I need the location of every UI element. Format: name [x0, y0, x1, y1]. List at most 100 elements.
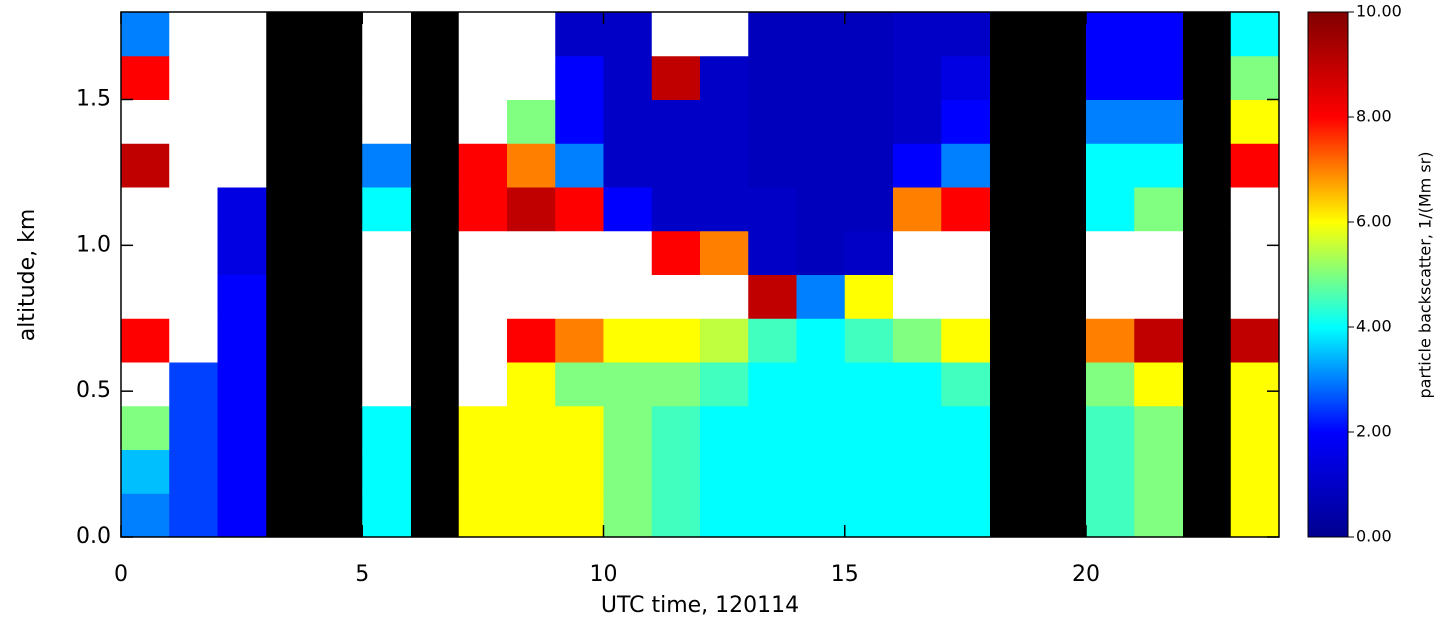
heat-cell	[893, 362, 942, 407]
x-tick-label: 5	[355, 562, 369, 587]
heat-cell	[844, 318, 894, 363]
heat-cell	[700, 493, 749, 538]
heat-cell	[1230, 449, 1280, 494]
heat-cell	[748, 362, 797, 407]
heat-cell	[748, 493, 797, 538]
heat-cell	[1134, 99, 1183, 144]
heat-cell	[844, 12, 894, 57]
colorbar-tick-label: 8.00	[1356, 107, 1392, 126]
heat-cell	[844, 55, 894, 100]
heat-cell	[362, 449, 411, 494]
heat-cell	[796, 405, 846, 450]
heat-cell	[1134, 449, 1183, 494]
heat-cell	[796, 362, 846, 407]
heat-cell	[362, 187, 411, 232]
heat-cell	[507, 318, 556, 363]
heat-cell	[169, 55, 218, 100]
heat-cell	[844, 187, 894, 232]
heat-cell	[796, 55, 846, 100]
heat-cell	[603, 12, 653, 57]
colorbar-tick-label: 2.00	[1356, 422, 1392, 441]
heat-cell	[458, 143, 508, 188]
heat-cell	[1086, 230, 1135, 275]
heat-cell	[893, 55, 942, 100]
heat-cell	[603, 187, 653, 232]
heat-cell	[169, 12, 218, 57]
heat-cell	[362, 274, 411, 319]
heat-cell	[458, 449, 508, 494]
heat-cell	[603, 230, 653, 275]
heat-cell	[603, 99, 653, 144]
heat-cell	[844, 493, 894, 538]
heat-cell	[748, 318, 797, 363]
heat-cell	[700, 405, 749, 450]
heat-cell	[217, 449, 267, 494]
heat-cell	[700, 230, 749, 275]
heat-cell	[796, 12, 846, 57]
heat-cell	[555, 493, 604, 538]
heat-cell	[1086, 449, 1135, 494]
heat-cell	[1086, 143, 1135, 188]
heat-cell	[748, 99, 797, 144]
heat-cell	[1230, 362, 1280, 407]
heat-cell	[1086, 318, 1135, 363]
heat-cell	[169, 99, 218, 144]
heat-cell	[121, 405, 170, 450]
heat-cell	[748, 405, 797, 450]
heat-cell	[507, 449, 556, 494]
heat-cell	[458, 493, 508, 538]
heat-cell	[555, 55, 604, 100]
heat-cell	[217, 362, 267, 407]
heat-cell	[507, 99, 556, 144]
heat-cell	[1134, 493, 1183, 538]
y-tick-label: 0.5	[76, 378, 111, 403]
heat-cell	[700, 362, 749, 407]
heat-cell	[748, 449, 797, 494]
heat-cell	[700, 318, 749, 363]
heat-cell	[217, 493, 267, 538]
heat-cell	[893, 449, 942, 494]
heat-cell	[796, 230, 846, 275]
heat-cell	[555, 274, 604, 319]
heat-cell	[217, 143, 267, 188]
heat-cell	[1134, 318, 1183, 363]
heat-cell	[458, 55, 508, 100]
heat-cell	[651, 12, 701, 57]
heat-cell	[507, 143, 556, 188]
heat-cell	[1086, 362, 1135, 407]
heat-cell	[507, 362, 556, 407]
heat-cell	[748, 55, 797, 100]
heat-cell	[458, 230, 508, 275]
heat-cell	[555, 318, 604, 363]
heat-cell	[844, 449, 894, 494]
heat-cell	[121, 318, 170, 363]
y-axis-title: altitude, km	[15, 209, 40, 342]
heat-cell	[507, 405, 556, 450]
heat-cell	[1086, 99, 1135, 144]
heat-cell	[748, 274, 797, 319]
heat-cell	[941, 493, 990, 538]
x-tick-label: 0	[114, 562, 128, 587]
heat-cell	[121, 449, 170, 494]
heat-cell	[555, 449, 604, 494]
heat-cell	[603, 55, 653, 100]
heat-cell	[121, 274, 170, 319]
colorbar-tick-label: 4.00	[1356, 317, 1392, 336]
heat-cell	[1230, 99, 1280, 144]
heat-cell	[651, 274, 701, 319]
heat-cell	[893, 405, 942, 450]
heat-cell	[844, 99, 894, 144]
heat-cell	[893, 230, 942, 275]
heat-cell	[796, 99, 846, 144]
heat-cell	[700, 55, 749, 100]
heat-cell	[941, 405, 990, 450]
heat-cell	[651, 362, 701, 407]
heat-cell	[651, 405, 701, 450]
heat-cell	[169, 187, 218, 232]
heat-cell	[169, 493, 218, 538]
heat-cell	[217, 99, 267, 144]
heat-cell	[555, 187, 604, 232]
heat-cell	[603, 449, 653, 494]
heat-cell	[1086, 405, 1135, 450]
heat-cell	[651, 143, 701, 188]
